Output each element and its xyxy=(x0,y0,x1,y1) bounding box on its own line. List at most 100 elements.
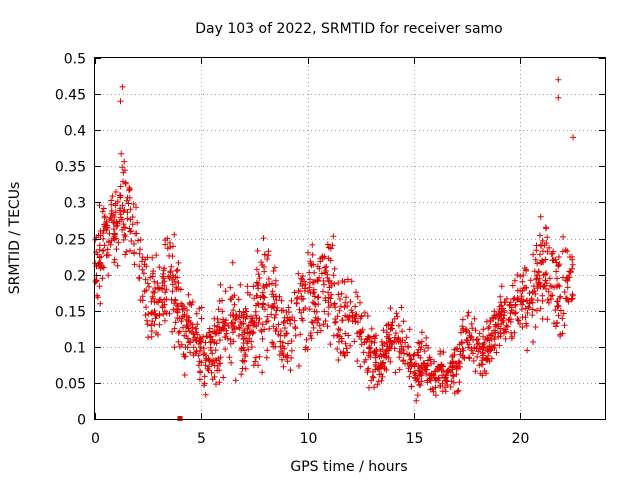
data-point xyxy=(555,76,562,83)
data-point xyxy=(245,346,252,353)
data-point xyxy=(340,348,347,355)
data-point xyxy=(485,352,492,359)
data-point xyxy=(546,244,553,251)
data-point xyxy=(365,350,372,357)
data-point xyxy=(136,250,143,257)
data-point xyxy=(283,353,289,360)
data-point xyxy=(429,385,436,392)
data-point xyxy=(463,327,470,334)
data-point xyxy=(501,312,508,319)
data-point xyxy=(491,327,497,334)
x-tick-label: 10 xyxy=(300,431,318,447)
data-point xyxy=(425,345,432,351)
data-point xyxy=(534,260,541,267)
data-point xyxy=(335,279,342,286)
data-point xyxy=(124,209,131,216)
y-tick-label: 0.15 xyxy=(55,305,86,321)
data-point xyxy=(175,338,182,345)
data-point xyxy=(438,362,445,369)
data-point xyxy=(117,194,124,201)
data-point xyxy=(387,358,394,365)
data-point xyxy=(241,357,247,364)
data-point xyxy=(320,321,327,328)
data-point xyxy=(321,281,327,288)
data-point xyxy=(259,335,266,342)
data-point xyxy=(254,247,261,254)
data-point xyxy=(393,310,400,317)
data-point xyxy=(326,284,333,291)
data-point xyxy=(507,318,514,325)
data-point xyxy=(104,246,111,253)
data-point xyxy=(529,312,536,319)
data-point xyxy=(322,318,329,324)
data-point xyxy=(228,319,235,326)
data-point xyxy=(329,242,336,249)
data-point xyxy=(483,318,490,325)
data-point xyxy=(543,240,550,247)
data-point xyxy=(127,206,134,213)
data-point xyxy=(298,275,305,282)
data-point xyxy=(539,237,546,244)
data-point xyxy=(371,384,378,391)
data-point xyxy=(519,288,526,295)
data-point xyxy=(112,189,119,195)
data-point xyxy=(314,294,321,301)
data-point xyxy=(451,346,458,353)
data-point xyxy=(295,287,302,294)
data-point xyxy=(470,357,477,364)
data-point xyxy=(196,335,203,341)
data-point xyxy=(411,351,418,358)
data-point xyxy=(150,295,157,302)
data-point xyxy=(487,332,494,339)
data-point xyxy=(458,340,465,347)
data-point xyxy=(311,300,318,307)
data-point xyxy=(202,362,209,369)
data-point xyxy=(148,333,155,340)
data-point xyxy=(395,322,402,329)
data-point xyxy=(208,361,215,368)
data-point xyxy=(220,318,227,325)
data-point xyxy=(222,288,229,295)
data-point xyxy=(100,235,107,242)
data-point xyxy=(306,284,313,291)
data-point xyxy=(200,351,207,358)
data-point xyxy=(216,298,223,304)
data-point xyxy=(361,339,368,346)
y-tick-label: 0.4 xyxy=(64,124,86,140)
data-point xyxy=(459,352,466,359)
data-point xyxy=(383,339,390,346)
data-point xyxy=(501,299,508,306)
data-point xyxy=(260,293,267,300)
data-point xyxy=(368,339,375,346)
data-point xyxy=(268,311,275,318)
data-point xyxy=(540,283,547,290)
data-point xyxy=(498,308,505,315)
data-point xyxy=(185,339,192,346)
data-point xyxy=(556,283,563,290)
data-point xyxy=(566,268,573,275)
data-point xyxy=(176,343,183,350)
data-point xyxy=(143,287,150,294)
data-point xyxy=(331,281,338,287)
data-point xyxy=(254,282,261,289)
data-point xyxy=(96,283,103,290)
data-point xyxy=(184,344,191,351)
data-point xyxy=(517,273,524,280)
data-point xyxy=(492,323,499,330)
data-point xyxy=(308,319,315,325)
data-point xyxy=(554,303,561,310)
data-point xyxy=(472,327,479,334)
data-point xyxy=(273,293,279,300)
data-point xyxy=(269,339,276,346)
data-point xyxy=(389,339,396,346)
data-point xyxy=(437,348,444,355)
data-point xyxy=(148,322,155,329)
data-point xyxy=(214,315,221,322)
data-point xyxy=(97,300,104,307)
data-point xyxy=(119,226,126,233)
data-point xyxy=(474,341,481,348)
data-point xyxy=(344,303,351,309)
data-point xyxy=(458,329,464,336)
data-point xyxy=(151,289,158,296)
data-point xyxy=(201,382,207,389)
